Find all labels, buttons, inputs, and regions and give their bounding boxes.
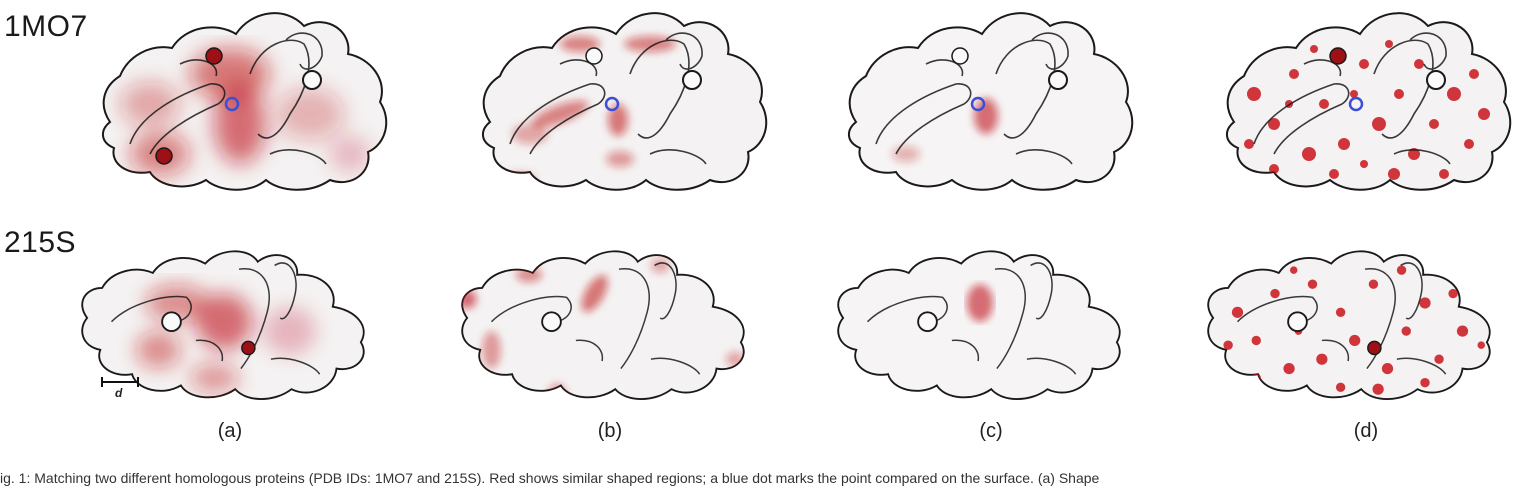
protein-surface-1mo7-a [90,4,390,194]
scale-bar-label: d [115,386,123,400]
row-label-1mo7: 1MO7 [4,10,88,43]
query-point-marker [970,96,986,112]
protein-surface-1mo7-d [1214,4,1514,194]
protein-surface-215s-a [74,222,374,412]
panel-label-b: (b) [597,420,623,442]
scale-bar: d [100,376,140,406]
query-point-marker [224,96,240,112]
protein-surface-1mo7-c [836,4,1136,194]
protein-surface-1mo7-b [470,4,770,194]
panel-label-d: (d) [1353,420,1379,442]
panel-label-a: (a) [217,420,243,442]
panel-label-c: (c) [979,420,1003,442]
protein-surface-215s-d [1200,222,1500,412]
figure-caption: ig. 1: Matching two different homologous… [0,470,1100,486]
protein-surface-215s-c [830,222,1130,412]
query-point-marker [604,96,620,112]
protein-surface-215s-b [454,222,754,412]
query-point-marker [1348,96,1364,112]
row-label-215s: 215S [4,226,77,259]
